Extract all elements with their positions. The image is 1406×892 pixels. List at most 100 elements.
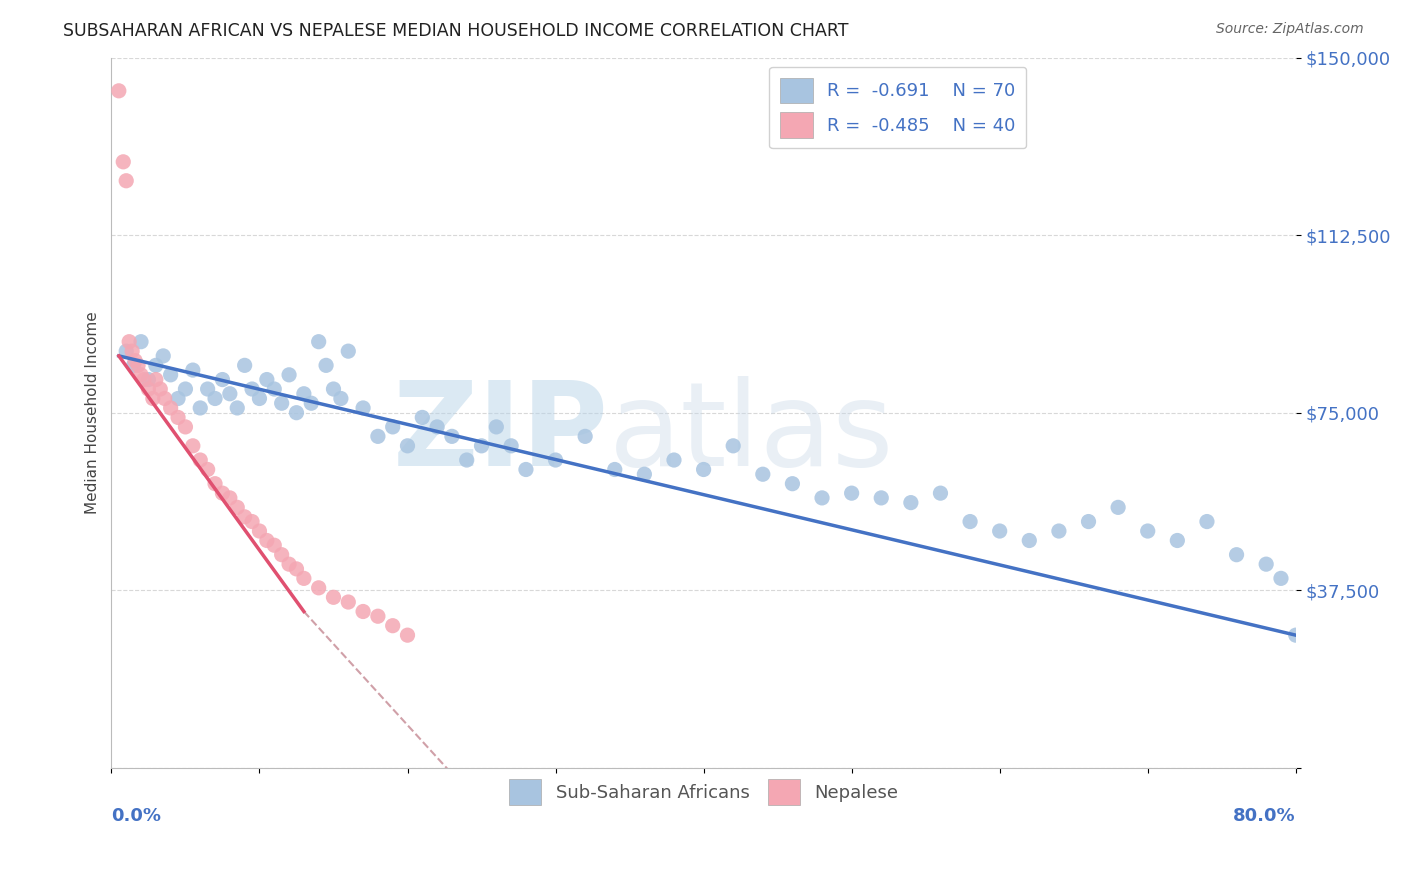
Point — [174, 420, 197, 434]
Point — [900, 495, 922, 509]
Point — [322, 382, 344, 396]
Point — [1225, 548, 1247, 562]
Point — [381, 618, 404, 632]
Point — [145, 359, 167, 373]
Point — [337, 595, 360, 609]
Point — [204, 392, 226, 406]
Point — [233, 359, 256, 373]
Point — [633, 467, 655, 482]
Point — [121, 344, 143, 359]
Point — [226, 500, 249, 515]
Point — [270, 396, 292, 410]
Point — [692, 462, 714, 476]
Point — [240, 515, 263, 529]
Point — [456, 453, 478, 467]
Point — [118, 334, 141, 349]
Text: ZIP: ZIP — [392, 376, 609, 491]
Point — [929, 486, 952, 500]
Point — [1018, 533, 1040, 548]
Point — [278, 368, 301, 382]
Point — [174, 382, 197, 396]
Point — [188, 401, 211, 415]
Point — [218, 491, 240, 505]
Point — [322, 591, 344, 605]
Point — [211, 486, 233, 500]
Point — [204, 476, 226, 491]
Point — [159, 368, 181, 382]
Point — [285, 406, 308, 420]
Point — [603, 462, 626, 476]
Point — [367, 429, 389, 443]
Point — [197, 462, 219, 476]
Point — [149, 382, 172, 396]
Point — [574, 429, 596, 443]
Point — [329, 392, 352, 406]
Point — [1107, 500, 1129, 515]
Point — [285, 562, 308, 576]
Point — [132, 373, 155, 387]
Point — [292, 386, 315, 401]
Point — [127, 359, 149, 373]
Point — [352, 401, 374, 415]
Point — [138, 373, 160, 387]
Point — [278, 557, 301, 571]
Point — [115, 174, 138, 188]
Point — [124, 353, 146, 368]
Point — [249, 392, 271, 406]
Point — [138, 382, 160, 396]
Point — [129, 368, 152, 382]
Point — [181, 363, 204, 377]
Point — [292, 571, 315, 585]
Point — [233, 509, 256, 524]
Point — [782, 476, 804, 491]
Point — [1077, 515, 1099, 529]
Text: 80.0%: 80.0% — [1233, 806, 1296, 825]
Point — [1136, 524, 1159, 538]
Point — [396, 439, 419, 453]
Point — [367, 609, 389, 624]
Point — [153, 392, 176, 406]
Point — [240, 382, 263, 396]
Point — [1256, 557, 1278, 571]
Point — [1270, 571, 1292, 585]
Point — [870, 491, 893, 505]
Point — [145, 373, 167, 387]
Point — [396, 628, 419, 642]
Point — [544, 453, 567, 467]
Point — [249, 524, 271, 538]
Text: atlas: atlas — [609, 376, 894, 491]
Point — [218, 386, 240, 401]
Text: SUBSAHARAN AFRICAN VS NEPALESE MEDIAN HOUSEHOLD INCOME CORRELATION CHART: SUBSAHARAN AFRICAN VS NEPALESE MEDIAN HO… — [63, 22, 849, 40]
Point — [959, 515, 981, 529]
Point — [188, 453, 211, 467]
Point — [315, 359, 337, 373]
Point — [122, 359, 145, 373]
Point — [167, 410, 190, 425]
Point — [1047, 524, 1070, 538]
Text: 0.0%: 0.0% — [111, 806, 162, 825]
Point — [721, 439, 744, 453]
Y-axis label: Median Household Income: Median Household Income — [86, 311, 100, 514]
Point — [1285, 628, 1308, 642]
Point — [167, 392, 190, 406]
Point — [263, 382, 285, 396]
Point — [501, 439, 523, 453]
Point — [142, 392, 165, 406]
Point — [197, 382, 219, 396]
Legend: Sub-Saharan Africans, Nepalese: Sub-Saharan Africans, Nepalese — [502, 772, 905, 812]
Point — [841, 486, 863, 500]
Point — [181, 439, 204, 453]
Point — [988, 524, 1011, 538]
Point — [411, 410, 433, 425]
Point — [426, 420, 449, 434]
Point — [115, 344, 138, 359]
Point — [299, 396, 322, 410]
Point — [752, 467, 775, 482]
Point — [159, 401, 181, 415]
Point — [308, 334, 330, 349]
Point — [308, 581, 330, 595]
Point — [256, 533, 278, 548]
Point — [440, 429, 463, 443]
Point — [470, 439, 492, 453]
Point — [515, 462, 537, 476]
